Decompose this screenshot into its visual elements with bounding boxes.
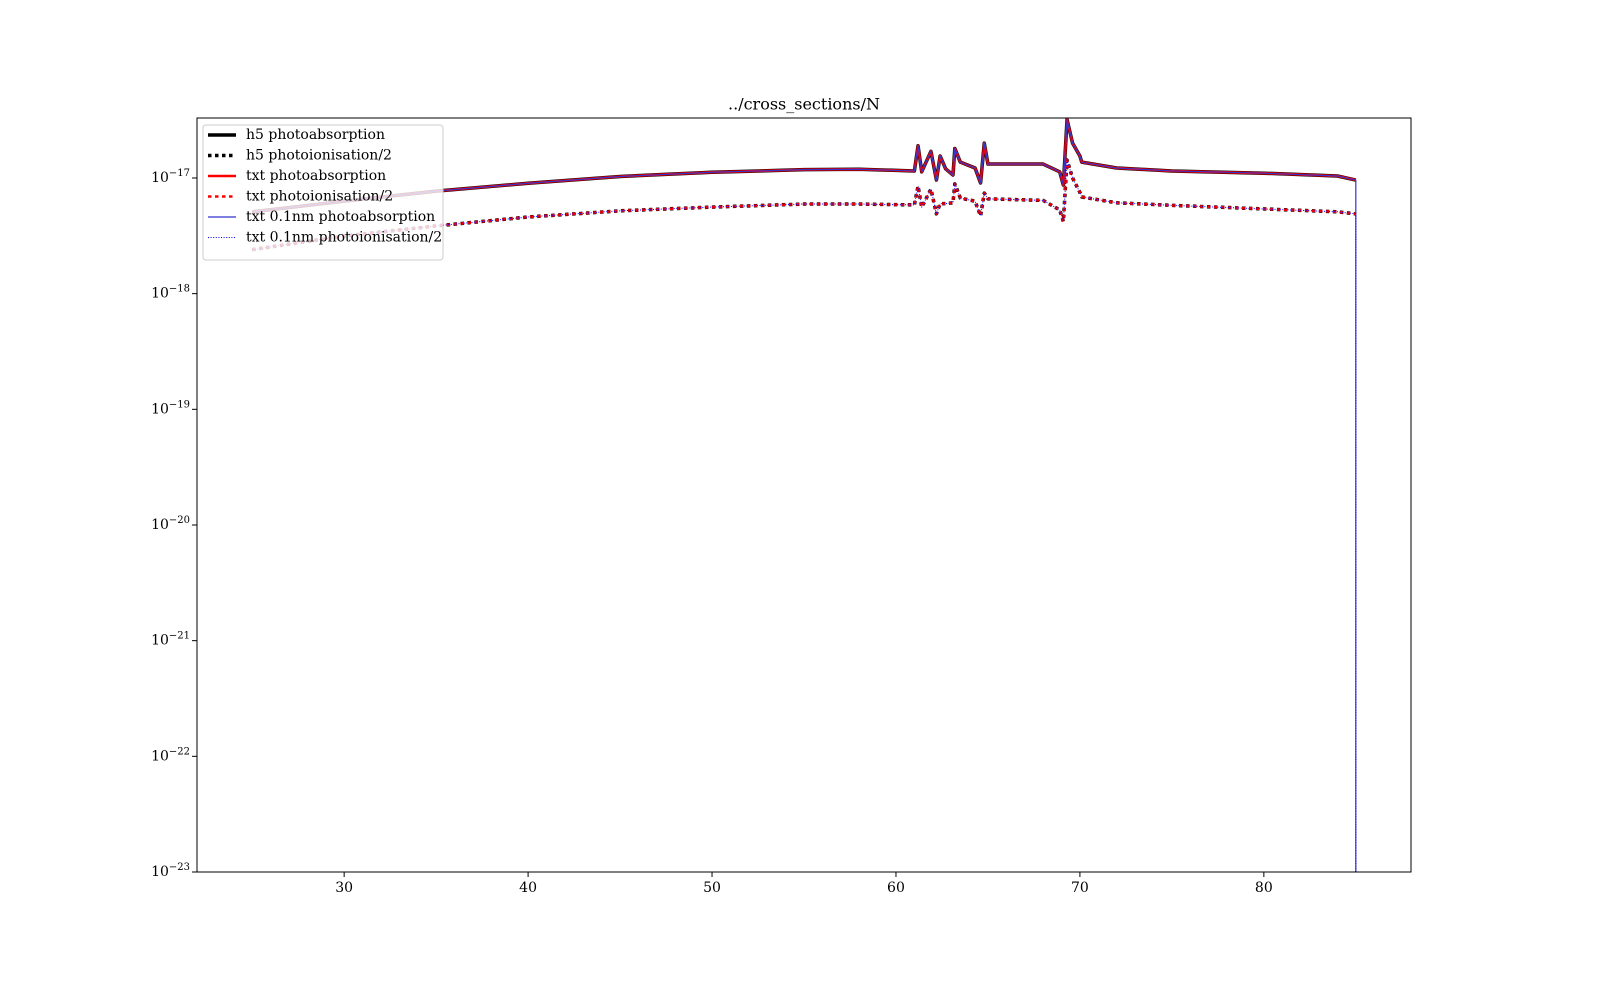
legend-label: txt 0.1nm photoionisation/2	[246, 230, 442, 246]
legend-label: txt 0.1nm photoabsorption	[246, 209, 435, 225]
x-tick-label: 60	[887, 880, 905, 896]
y-tick-label: 10−19	[151, 399, 190, 418]
x-tick-label: 50	[703, 880, 721, 896]
x-tick-label: 80	[1255, 880, 1273, 896]
legend-box	[202, 124, 444, 261]
plot-lines	[251, 118, 1357, 872]
y-tick-label: 10−17	[151, 167, 190, 186]
legend-label: txt photoabsorption	[246, 168, 386, 184]
series-line	[252, 118, 1357, 872]
plot-frame	[196, 117, 1412, 873]
y-tick-label: 10−20	[151, 514, 190, 533]
x-tick-label: 30	[335, 880, 353, 896]
y-tick-label: 10−21	[151, 630, 190, 649]
y-tick-label: 10−18	[151, 283, 190, 302]
y-tick-label: 10−23	[151, 862, 190, 881]
x-tick-label: 40	[519, 880, 537, 896]
series-line	[251, 158, 1356, 251]
legend-label: h5 photoionisation/2	[246, 148, 392, 164]
series-line	[252, 159, 1357, 872]
y-tick-label: 10−22	[151, 746, 190, 765]
legend-label: h5 photoabsorption	[246, 127, 385, 143]
x-tick-label: 70	[1071, 880, 1089, 896]
legend-label: txt photoionisation/2	[246, 189, 393, 205]
chart-title: ../cross_sections/N	[728, 95, 880, 114]
